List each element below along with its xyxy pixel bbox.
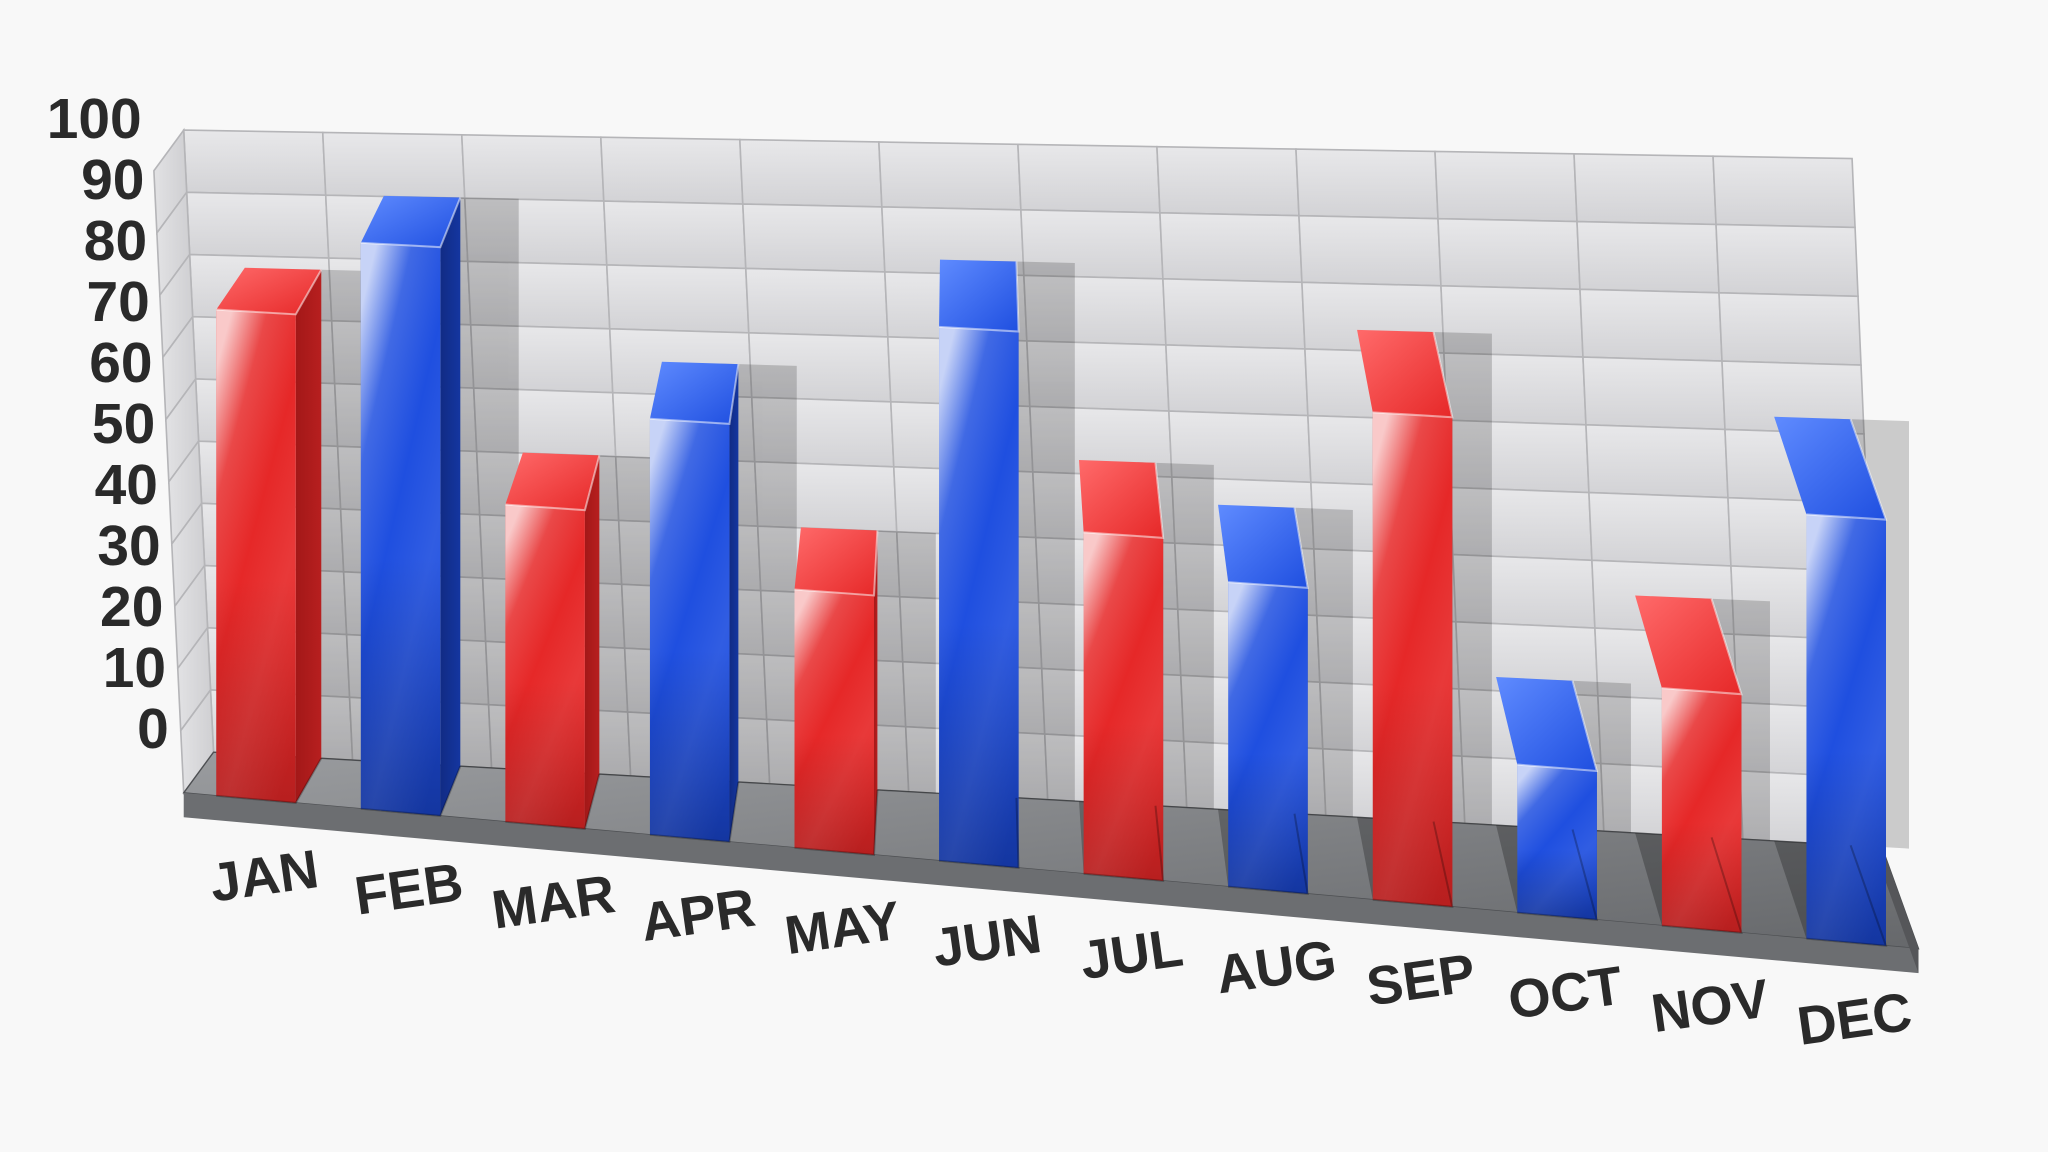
wall-panel [1299, 216, 1441, 286]
chart-svg: 0102030405060708090100JANFEBMARAPRMAYJUN… [0, 0, 2048, 1152]
wall-panel [604, 201, 746, 268]
wall-panel [1435, 151, 1577, 221]
wall-panel [879, 142, 1021, 210]
bar-top [1218, 505, 1308, 588]
bar-top [795, 527, 878, 595]
bar-right [296, 270, 322, 803]
bar-right [729, 364, 738, 842]
bar [361, 196, 461, 816]
bar [1218, 505, 1308, 894]
bar-gloss [216, 310, 296, 803]
wall-panel [187, 192, 329, 258]
y-tick-label: 100 [47, 87, 142, 151]
bar-top [939, 260, 1019, 332]
wall-panel [1716, 224, 1858, 296]
wall-panel [462, 135, 604, 201]
wall-panel [1577, 222, 1719, 293]
bar-gloss [505, 505, 585, 829]
wall-panel [1438, 219, 1580, 290]
bar-gloss [1517, 765, 1597, 920]
wall-panel [1296, 149, 1438, 219]
y-tick-label: 0 [137, 697, 169, 761]
wall-panel [746, 268, 888, 336]
y-tick-label: 50 [92, 392, 155, 456]
wall-panel [1157, 147, 1299, 216]
wall-panel [1586, 425, 1728, 498]
y-tick-label: 60 [89, 331, 152, 395]
wall-panel [1018, 144, 1160, 212]
wall-panel [601, 137, 743, 204]
bar-right [585, 455, 599, 828]
bar-gloss [1373, 412, 1453, 906]
wall-panel [1583, 357, 1725, 429]
bar [1079, 460, 1163, 881]
bar-gloss [1228, 582, 1308, 894]
bar [795, 527, 878, 854]
bar [216, 268, 321, 803]
chart-stage: { "chart": { "type": "bar-3d", "categori… [0, 0, 2048, 1152]
y-tick-label: 80 [84, 209, 147, 273]
wall-panel [1574, 154, 1716, 225]
bar [650, 362, 738, 842]
wall-panel [740, 140, 882, 207]
bar-gloss [939, 327, 1019, 868]
bar-gloss [1084, 532, 1164, 881]
bar-gloss [650, 419, 730, 842]
wall-panel [607, 265, 749, 333]
y-tick-label: 20 [100, 575, 163, 639]
bar-gloss [1806, 514, 1886, 945]
wall-panel [1163, 279, 1305, 349]
wall-panel [184, 130, 326, 195]
y-tick-label: 40 [95, 453, 158, 517]
bar-gloss [361, 243, 441, 816]
bar-right [440, 198, 460, 816]
wall-panel [1713, 156, 1855, 227]
y-tick-label: 90 [81, 148, 144, 212]
wall-panel [1719, 293, 1861, 365]
bar-top [1079, 460, 1163, 538]
wall-panel [743, 204, 885, 272]
bar-gloss [795, 590, 875, 855]
wall-panel [1166, 345, 1308, 416]
wall-panel [1160, 213, 1302, 283]
bar [505, 453, 599, 829]
y-tick-label: 10 [103, 636, 166, 700]
bar-top [650, 362, 738, 424]
wall-panel [1589, 493, 1731, 566]
bar [939, 260, 1019, 868]
y-tick-label: 70 [87, 270, 150, 334]
y-tick-label: 30 [97, 514, 160, 578]
wall-panel [323, 132, 465, 198]
wall-panel [1580, 289, 1722, 361]
